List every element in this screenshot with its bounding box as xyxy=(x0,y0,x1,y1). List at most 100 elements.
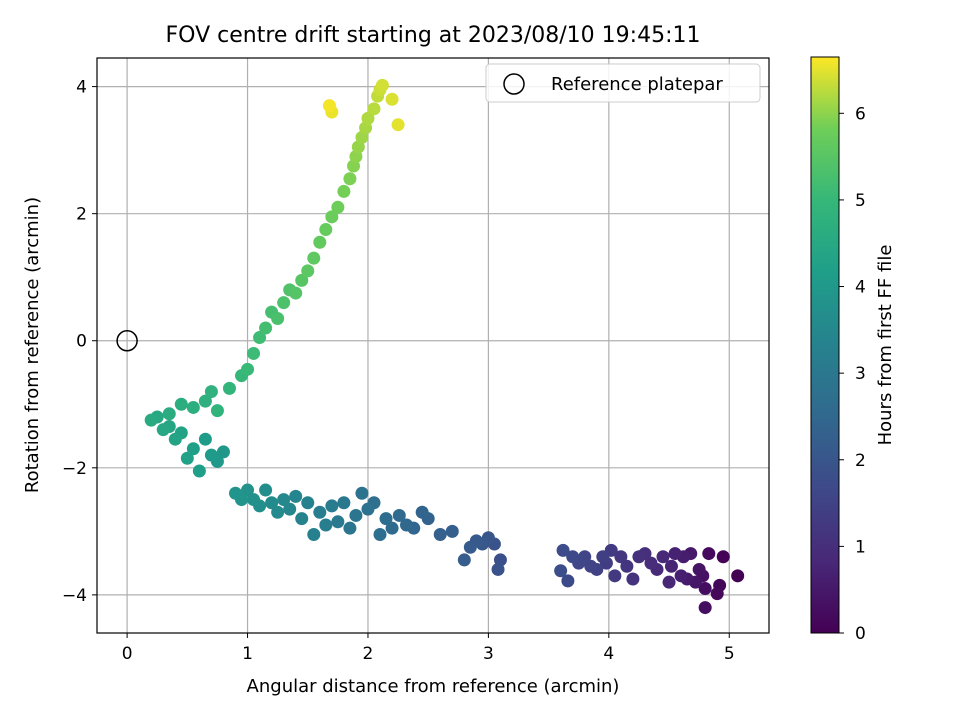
data-point xyxy=(180,451,194,465)
data-point xyxy=(241,483,255,497)
data-point xyxy=(277,493,291,507)
data-point xyxy=(392,508,406,522)
data-point xyxy=(144,413,158,427)
data-point xyxy=(385,92,399,106)
data-point xyxy=(301,496,315,510)
data-point xyxy=(198,394,212,408)
data-point xyxy=(400,518,414,532)
colorbar-label: Hours from first FF file xyxy=(875,245,896,446)
data-point xyxy=(445,524,459,538)
data-point xyxy=(241,362,255,376)
y-tick-label: 0 xyxy=(76,332,87,352)
data-point xyxy=(192,464,206,478)
data-point xyxy=(259,483,273,497)
x-axis-label: Angular distance from reference (arcmin) xyxy=(247,676,620,697)
data-point xyxy=(664,559,678,573)
x-tick-label: 0 xyxy=(122,644,133,664)
data-point xyxy=(716,550,730,564)
x-tick-label: 4 xyxy=(603,644,614,664)
data-point xyxy=(343,172,357,186)
data-point xyxy=(608,569,622,583)
data-point xyxy=(216,445,230,459)
data-point xyxy=(656,550,670,564)
data-point xyxy=(295,512,309,526)
colorbar-tick-label: 3 xyxy=(855,364,866,384)
data-point xyxy=(626,572,640,586)
x-axis-ticks: 0 1 2 3 4 5 xyxy=(122,633,735,664)
data-point xyxy=(277,296,291,310)
data-point xyxy=(204,448,218,462)
legend-label: Reference platepar xyxy=(551,74,723,95)
y-tick-label: 2 xyxy=(76,205,87,225)
data-point xyxy=(596,550,610,564)
data-point xyxy=(668,547,682,561)
data-point xyxy=(692,562,706,576)
data-point xyxy=(313,235,327,249)
plot-frame xyxy=(96,57,770,634)
data-point xyxy=(662,575,676,589)
data-point xyxy=(556,543,570,557)
reference-marker xyxy=(116,329,138,352)
x-tick-label: 2 xyxy=(363,644,374,664)
data-point xyxy=(322,99,336,113)
data-point xyxy=(307,528,321,542)
data-point xyxy=(222,381,236,395)
data-point xyxy=(319,223,333,237)
data-point xyxy=(247,346,261,360)
data-point xyxy=(289,489,303,503)
data-point xyxy=(554,564,568,578)
colorbar-ticks: 0 1 2 3 4 5 6 xyxy=(839,104,866,644)
data-point xyxy=(361,502,375,516)
data-point xyxy=(375,78,389,92)
data-point xyxy=(283,502,297,516)
chart-title: FOV centre drift starting at 2023/08/10 … xyxy=(166,23,701,48)
data-point xyxy=(373,528,387,542)
data-point xyxy=(319,518,333,532)
data-point xyxy=(325,499,339,513)
data-point xyxy=(295,273,309,287)
y-tick-label: −2 xyxy=(62,459,87,479)
data-point xyxy=(337,496,351,510)
data-point xyxy=(632,550,646,564)
data-point xyxy=(710,587,724,601)
data-point xyxy=(204,385,218,399)
x-tick-label: 3 xyxy=(483,644,494,664)
data-point xyxy=(349,508,363,522)
data-point xyxy=(337,184,351,198)
data-point xyxy=(463,540,477,554)
y-axis-ticks: −4 −2 0 2 4 xyxy=(62,78,97,606)
data-point xyxy=(174,397,188,411)
data-point xyxy=(379,512,393,526)
data-point xyxy=(361,111,375,125)
data-point xyxy=(156,423,170,437)
colorbar-tick-label: 2 xyxy=(855,451,866,471)
data-point xyxy=(271,505,285,519)
reference-point xyxy=(116,329,138,352)
data-point xyxy=(247,493,261,507)
legend-box xyxy=(485,63,761,103)
data-point xyxy=(265,496,279,510)
data-point xyxy=(391,118,405,132)
data-point xyxy=(313,505,327,519)
legend-marker xyxy=(503,73,525,95)
data-point xyxy=(566,550,580,564)
colorbar-tick-label: 0 xyxy=(855,624,866,644)
data-point xyxy=(289,286,303,300)
data-point xyxy=(253,331,267,345)
data-point xyxy=(415,505,429,519)
colorbar-tick-label: 6 xyxy=(855,104,866,124)
colorbar xyxy=(810,56,840,634)
data-point xyxy=(271,311,285,325)
grid-lines xyxy=(97,58,769,633)
colorbar-tick-label: 1 xyxy=(855,537,866,557)
data-point xyxy=(561,574,575,588)
y-tick-label: 4 xyxy=(76,78,87,98)
y-axis-label: Rotation from reference (arcmin) xyxy=(22,197,43,493)
data-point xyxy=(491,562,505,576)
data-point xyxy=(331,515,345,529)
x-tick-label: 5 xyxy=(724,644,735,664)
data-point xyxy=(198,432,212,446)
data-point xyxy=(457,553,471,567)
data-point xyxy=(301,264,315,278)
